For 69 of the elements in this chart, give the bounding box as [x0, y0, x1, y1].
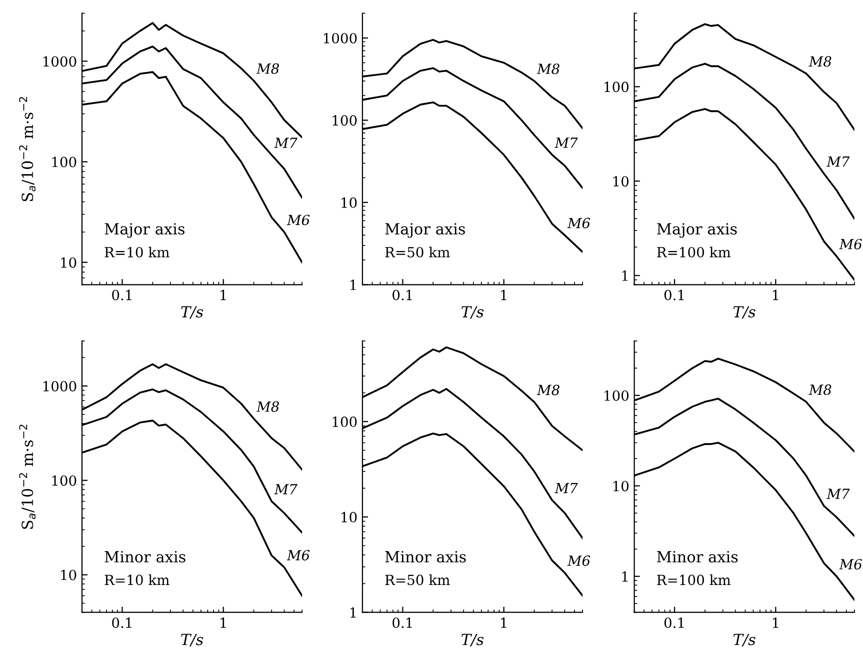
annotation: Minor axis: [385, 551, 466, 562]
x-tick-label: 1: [220, 617, 226, 628]
annotation: R=50 km: [385, 246, 450, 258]
series-label: M7: [826, 488, 850, 499]
series-label: M7: [274, 484, 298, 494]
series-label: M8: [536, 384, 560, 396]
y-tick-label: 10: [613, 176, 629, 187]
series-label: M8: [808, 56, 832, 67]
x-tick-label: 1: [501, 617, 506, 628]
y-axis-title: S$_{a}$/10$^{−2}$ m·s$^{−2}$: [19, 424, 36, 529]
y-tick-label: 10: [61, 257, 76, 268]
y-tick-label: 10: [613, 480, 629, 492]
x-tick-label: 1: [772, 617, 778, 628]
annotation: R=10 km: [104, 574, 170, 586]
y-tick-label: 10: [61, 570, 76, 580]
annotation: R=100 km: [657, 574, 731, 586]
y-axis-title: S$_{a}$/10$^{−2}$ m·s$^{−2}$: [19, 97, 36, 202]
series-label: M6: [839, 238, 862, 250]
x-tick-label: 0.1: [664, 617, 684, 628]
series-label: M8: [256, 63, 279, 74]
series-label: M6: [286, 214, 310, 226]
series-label: M7: [274, 138, 298, 148]
x-tick-label: 1: [501, 290, 506, 300]
series-label: M6: [839, 558, 862, 570]
series-label: M7: [554, 482, 578, 494]
y-tick-label: 10: [342, 197, 357, 208]
annotation: R=100 km: [657, 246, 731, 258]
x-axis-title: T/s: [181, 306, 204, 319]
annotation: Major axis: [104, 223, 185, 238]
series-label: M8: [536, 64, 560, 74]
y-tick-label: 100: [604, 82, 629, 92]
x-tick-label: 0.1: [112, 617, 132, 628]
series-label: M6: [567, 555, 590, 566]
y-tick-label: 100: [52, 156, 76, 168]
x-axis-title: T/s: [181, 634, 204, 646]
y-tick-label: 100: [332, 416, 357, 428]
x-tick-label: 0.1: [392, 290, 412, 300]
annotation: R=50 km: [385, 574, 450, 586]
series-label: M6: [567, 218, 590, 228]
y-tick-label: 100: [332, 115, 357, 126]
annotation: Minor axis: [657, 551, 738, 562]
annotation: Major axis: [385, 223, 465, 238]
y-tick-label: 1: [622, 270, 628, 281]
y-tick-label: 10: [342, 512, 357, 522]
x-tick-label: 1: [220, 290, 226, 300]
series-label: M7: [554, 138, 578, 148]
y-tick-label: 100: [604, 390, 629, 401]
y-tick-label: 1: [350, 607, 356, 618]
y-tick-label: 100: [52, 475, 76, 486]
y-tick-label: 1: [622, 571, 628, 582]
annotation: R=10 km: [104, 246, 170, 258]
series-label: M6: [286, 550, 310, 560]
x-tick-label: 0.1: [112, 290, 132, 300]
x-tick-label: 0.1: [392, 617, 412, 628]
x-axis-title: T/s: [462, 634, 484, 646]
series-label: M8: [256, 401, 279, 412]
y-tick-label: 1000: [43, 380, 76, 392]
annotation: Minor axis: [104, 551, 186, 562]
annotation: Major axis: [657, 223, 737, 238]
y-tick-label: 1000: [324, 32, 357, 44]
x-axis-title: T/s: [733, 306, 756, 319]
x-axis-title: T/s: [462, 306, 484, 319]
series-label: M7: [826, 156, 850, 167]
y-tick-label: 1000: [43, 56, 76, 67]
y-tick-label: 1: [350, 280, 356, 290]
series-label: M8: [808, 384, 832, 395]
x-tick-label: 0.1: [664, 290, 684, 300]
x-tick-label: 1: [772, 290, 778, 300]
x-axis-title: T/s: [733, 634, 756, 646]
